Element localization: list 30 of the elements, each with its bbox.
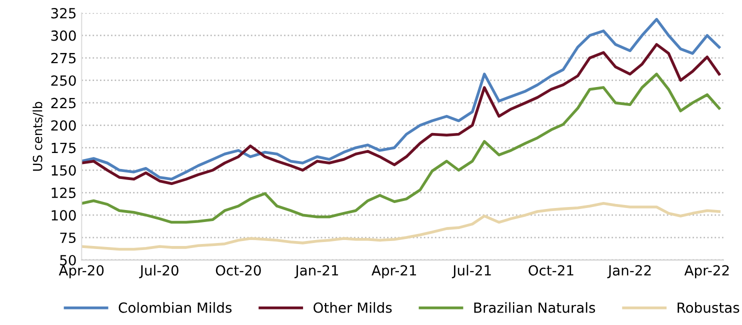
legend-label: Brazilian Naturals (474, 302, 596, 313)
y-tick-label: 325 (51, 8, 76, 18)
y-tick-label: 150 (52, 165, 76, 176)
y-axis-title: US cents/lb (32, 102, 44, 171)
x-tick-label: Apr-20 (58, 265, 104, 278)
x-tick-label: Apr-21 (372, 265, 416, 278)
legend-label: Robustas (678, 302, 740, 313)
y-tick-label: 250 (51, 75, 76, 86)
x-tick-label: Oct-20 (216, 265, 261, 276)
legend-label: Other Milds (314, 302, 392, 313)
line-series (82, 18, 721, 181)
x-tick-label: Jan-22 (607, 265, 651, 278)
x-tick-label: Jul-20 (139, 264, 178, 278)
y-tick-label: 300 (51, 30, 76, 41)
y-tick-label: 50 (60, 254, 76, 266)
line-series (82, 202, 721, 251)
x-tick-label: Jul-21 (452, 264, 491, 278)
y-tick-label: 225 (51, 98, 76, 108)
x-tick-label: Jan-21 (294, 265, 338, 278)
legend-label: Colombian Milds (118, 302, 232, 313)
line-series (82, 72, 721, 224)
line-series (82, 43, 721, 186)
y-tick-label: 175 (52, 142, 76, 154)
x-tick-label: Apr-22 (684, 265, 729, 278)
y-tick-label: 275 (51, 52, 76, 64)
y-tick-label: 200 (51, 120, 76, 131)
y-tick-label: 100 (52, 210, 76, 221)
y-tick-label: 125 (52, 188, 76, 198)
y-tick-label: 75 (60, 232, 76, 244)
x-tick-label: Oct-21 (528, 265, 574, 276)
